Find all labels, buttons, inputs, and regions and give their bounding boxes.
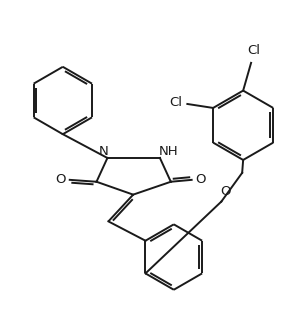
Text: O: O — [55, 173, 66, 186]
Text: Cl: Cl — [169, 96, 182, 109]
Text: N: N — [98, 144, 108, 157]
Text: O: O — [220, 185, 231, 198]
Text: NH: NH — [159, 144, 179, 157]
Text: Cl: Cl — [248, 44, 261, 57]
Text: O: O — [195, 173, 206, 186]
